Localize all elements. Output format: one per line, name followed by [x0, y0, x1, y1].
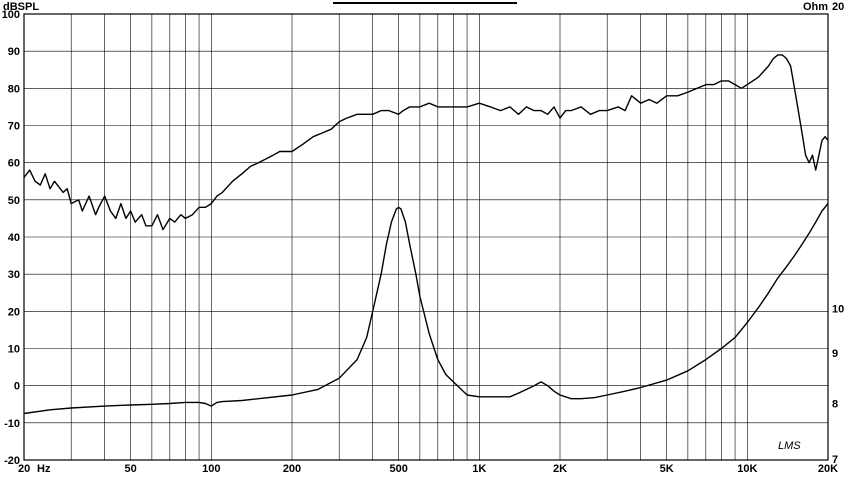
y-left-tick-label: 100 [2, 9, 20, 21]
y-left-tick-label: -10 [4, 418, 20, 430]
x-tick-label: 20K [818, 463, 838, 475]
x-axis-unit: Hz [37, 463, 51, 475]
y-right-tick-label: 7 [832, 454, 838, 466]
x-tick-label: 1K [472, 463, 486, 475]
y-left-tick-label: 70 [8, 121, 20, 133]
y-right-tick-label: 9 [832, 348, 838, 360]
y-right-tick-label: 8 [832, 398, 838, 410]
lms-watermark: LMS [778, 440, 801, 452]
spl-curve [23, 54, 829, 231]
y-left-tick-label: 90 [8, 46, 20, 58]
y-left-tick-label: 0 [14, 381, 20, 393]
plot-frame [23, 13, 829, 461]
x-tick-label: 5K [660, 463, 674, 475]
left-axis-unit: dBSPL [3, 1, 39, 13]
y-left-tick-label: 50 [8, 195, 20, 207]
right-axis-unit: Ohm [803, 1, 828, 13]
x-tick-label: 20 [18, 463, 30, 475]
y-left-tick-label: 20 [8, 306, 20, 318]
x-tick-label: 10K [737, 463, 757, 475]
x-tick-label: 50 [125, 463, 137, 475]
y-left-tick-label: 40 [8, 232, 20, 244]
y-right-tick-label: 10 [832, 303, 844, 315]
x-tick-label: 200 [283, 463, 301, 475]
x-tick-label: 100 [202, 463, 220, 475]
y-left-tick-label: 10 [8, 344, 20, 356]
x-tick-label: 2K [553, 463, 567, 475]
y-left-tick-label: -20 [4, 455, 20, 467]
curves [23, 54, 829, 415]
x-tick-label: 500 [389, 463, 407, 475]
y-left-tick-label: 60 [8, 158, 20, 170]
y-left-tick-label: 80 [8, 83, 20, 95]
y-right-tick-label: 20 [832, 1, 844, 13]
impedance-curve [23, 203, 829, 415]
y-left-tick-label: 30 [8, 269, 20, 281]
